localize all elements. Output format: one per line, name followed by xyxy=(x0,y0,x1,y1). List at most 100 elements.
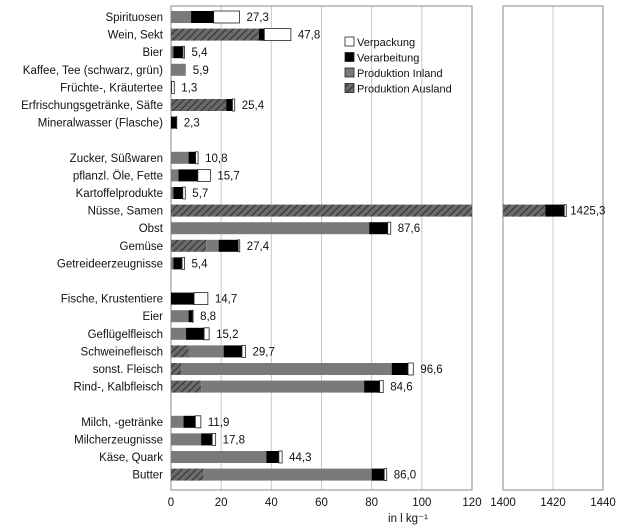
bar-produktion-inland xyxy=(171,257,174,270)
value-label: 15,7 xyxy=(217,170,239,182)
value-label: 1,3 xyxy=(181,82,197,94)
bar-verarbeitung xyxy=(171,292,195,305)
x-tick-label: 1400 xyxy=(490,497,516,509)
value-label: 5,4 xyxy=(192,258,209,270)
value-label: 27,3 xyxy=(246,12,268,24)
bar-produktion-inland xyxy=(171,310,189,323)
legend: Verpackung Verarbeitung Produktion Inland P… xyxy=(344,36,452,96)
x-tick-label: 1440 xyxy=(590,497,616,509)
bar-verpackung xyxy=(263,28,292,42)
value-label: 5,7 xyxy=(192,188,208,200)
x-axis-label: in l kg⁻¹ xyxy=(388,513,428,525)
bar-verpackung xyxy=(182,186,186,200)
bar-verpackung xyxy=(383,468,388,482)
bar-verpackung xyxy=(237,239,241,253)
category-label: Schweinefleisch xyxy=(81,346,163,358)
inset-plot-area: 1400 1420 1440 1425,3 xyxy=(490,5,616,509)
bar-verarbeitung xyxy=(188,310,193,323)
category-label: Butter xyxy=(132,470,163,482)
x-tick-label: 1420 xyxy=(540,497,566,509)
bar-verpackung xyxy=(195,151,199,165)
bar-produktion-inland xyxy=(171,187,174,199)
bar-verarbeitung xyxy=(186,327,205,340)
x-tick-label: 60 xyxy=(315,497,328,509)
x-tick-label: 20 xyxy=(215,497,228,509)
bar-produktion-ausland xyxy=(503,204,546,217)
legend-swatch xyxy=(344,83,355,93)
category-label: Fische, Krustentiere xyxy=(61,294,163,306)
value-label: 11,9 xyxy=(208,417,230,429)
bar-produktion-ausland xyxy=(171,380,202,393)
bar-produktion-inland xyxy=(201,380,365,393)
value-label: 44,3 xyxy=(289,452,311,464)
value-label: 5,4 xyxy=(192,47,209,59)
legend-swatch xyxy=(344,67,355,78)
value-label: 10,8 xyxy=(205,153,227,165)
bar-produktion-inland xyxy=(171,169,179,182)
bar-verpackung xyxy=(407,362,414,376)
bar-verarbeitung xyxy=(201,433,213,446)
bar-verpackung xyxy=(194,415,202,429)
category-label: Rind-, Kalbfleisch xyxy=(74,382,163,394)
category-label: Getreideerzeugnisse xyxy=(57,258,163,270)
category-label: Kartoffelprodukte xyxy=(76,188,163,200)
bar-verpackung xyxy=(171,81,175,94)
inset-frame xyxy=(502,5,604,491)
bar-verpackung xyxy=(211,432,217,446)
value-label: 15,2 xyxy=(216,329,238,341)
category-label: Milcherzeugnisse xyxy=(74,434,163,446)
bar-verarbeitung xyxy=(183,415,196,428)
category-label: pflanzl. Öle, Fette xyxy=(73,170,163,182)
x-tick-label: 0 xyxy=(168,497,174,509)
bar-verpackung xyxy=(191,309,194,323)
value-label: 1425,3 xyxy=(570,206,605,218)
legend-label: Produktion Ausland xyxy=(357,84,452,96)
category-label: Milch, -getränke xyxy=(81,417,163,429)
bar-verpackung xyxy=(182,45,185,59)
category-label: Mineralwasser (Flasche) xyxy=(38,118,163,130)
bar-produktion-ausland xyxy=(171,204,472,217)
value-label: 2,3 xyxy=(184,118,200,130)
bar-produktion-inland xyxy=(171,415,184,428)
category-label: Früchte-, Kräutertee xyxy=(60,82,163,94)
bar-verarbeitung xyxy=(545,204,565,217)
category-label: Bier xyxy=(143,47,164,59)
category-label: Geflügelfleisch xyxy=(88,329,163,341)
value-label: 25,4 xyxy=(242,100,265,112)
bar-produktion-inland xyxy=(188,345,224,358)
x-tick-label: 80 xyxy=(365,497,378,509)
bar-verpackung xyxy=(387,221,392,235)
bar-verarbeitung xyxy=(218,239,239,252)
category-label: Nüsse, Samen xyxy=(88,206,163,218)
value-label: 87,6 xyxy=(398,223,420,235)
value-label: 86,0 xyxy=(394,470,416,482)
category-label: Wein, Sekt xyxy=(108,30,164,42)
bar-produktion-inland xyxy=(171,327,187,340)
bar-produktion-inland xyxy=(181,363,392,375)
bar-verarbeitung xyxy=(178,169,198,182)
category-label: Obst xyxy=(139,223,164,235)
bar-verpackung xyxy=(232,98,236,112)
bar-verpackung xyxy=(241,344,246,358)
bar-verpackung xyxy=(213,10,240,24)
bar-produktion-inland xyxy=(206,239,219,252)
value-label: 5,9 xyxy=(193,65,209,77)
bar-produktion-inland xyxy=(171,222,370,235)
bar-produktion-ausland xyxy=(171,99,227,111)
bar-produktion-ausland xyxy=(171,28,259,41)
value-label: 27,4 xyxy=(247,241,270,253)
value-label: 29,7 xyxy=(252,346,274,358)
category-label: Erfrischungsgetränke, Säfte xyxy=(21,100,163,112)
category-label: Eier xyxy=(143,311,164,323)
bar-produktion-ausland xyxy=(171,345,189,358)
category-label: Spirituosen xyxy=(105,12,163,24)
bar-produktion-ausland xyxy=(171,239,207,252)
bar-verarbeitung xyxy=(223,345,242,358)
legend-label: Verpackung xyxy=(357,37,415,49)
bar-verarbeitung xyxy=(364,380,380,393)
category-label: sonst. Fleisch xyxy=(93,364,163,376)
main-plot-area: 0 20 40 60 80 100 120 Spirituosen 27,3 Wein, Sekt… xyxy=(21,5,482,509)
legend-label: Produktion Inland xyxy=(357,68,443,80)
bar-verpackung xyxy=(379,380,384,394)
